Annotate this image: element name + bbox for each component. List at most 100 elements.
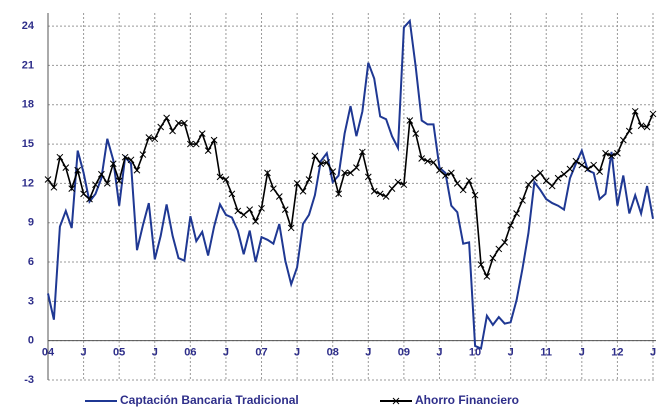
marker: [139, 151, 147, 158]
x-tick-label: 08: [327, 347, 339, 359]
marker: [293, 180, 301, 187]
marker: [228, 190, 236, 198]
marker: [572, 157, 580, 165]
marker: [531, 174, 538, 182]
y-tick-label: 12: [22, 177, 34, 189]
marker: [115, 177, 123, 185]
legend-marker: [392, 397, 400, 405]
marker: [483, 273, 491, 280]
marker: [400, 181, 408, 189]
marker: [270, 185, 277, 192]
x-tick-label: J: [81, 347, 87, 359]
marker: [186, 140, 194, 148]
marker: [329, 168, 337, 175]
marker: [459, 186, 467, 194]
marker: [590, 161, 598, 169]
x-tick-label: 12: [611, 347, 623, 359]
marker: [323, 159, 331, 166]
marker: [98, 170, 105, 178]
marker: [412, 130, 420, 137]
marker: [548, 182, 556, 190]
series-line: [47, 108, 654, 279]
y-tick-label: 15: [22, 138, 34, 150]
y-tick-label: 21: [22, 59, 34, 71]
marker: [418, 155, 426, 162]
marker: [80, 190, 87, 198]
marker: [388, 185, 396, 192]
marker: [341, 169, 348, 177]
marker: [430, 159, 437, 166]
marker: [169, 127, 176, 135]
marker: [252, 218, 259, 225]
marker: [151, 135, 159, 143]
x-tick-label: J: [365, 347, 371, 359]
marker: [489, 254, 497, 262]
x-tick-label: J: [650, 347, 656, 359]
marker: [145, 134, 153, 141]
marker: [608, 152, 615, 160]
marker: [86, 195, 93, 203]
marker: [453, 180, 461, 187]
marker: [222, 176, 230, 183]
marker: [536, 169, 544, 177]
marker: [56, 153, 64, 161]
marker: [103, 180, 111, 187]
marker: [649, 110, 657, 118]
marker: [109, 160, 117, 168]
marker: [163, 114, 170, 122]
legend-label: Captación Bancaria Tradicional: [120, 393, 299, 407]
marker: [637, 122, 645, 130]
marker: [264, 169, 271, 177]
y-tick-label: 18: [22, 99, 34, 111]
marker: [566, 165, 574, 173]
x-tick-label: 11: [540, 347, 552, 359]
x-tick-label: 09: [398, 347, 410, 359]
marker: [394, 178, 402, 186]
marker: [317, 160, 325, 168]
marker: [311, 152, 319, 160]
marker: [50, 183, 58, 191]
marker: [68, 185, 76, 192]
y-tick-label: 0: [28, 335, 34, 347]
marker: [501, 239, 509, 246]
x-tick-label: J: [508, 347, 514, 359]
marker: [424, 157, 431, 165]
marker: [406, 117, 414, 124]
x-tick-label: 06: [184, 347, 196, 359]
marker: [554, 174, 562, 182]
marker: [625, 127, 633, 135]
marker: [495, 245, 503, 253]
x-tick-label: J: [294, 347, 300, 359]
marker: [631, 107, 639, 115]
marker: [62, 164, 70, 172]
marker: [477, 261, 485, 269]
marker: [619, 136, 627, 144]
marker: [471, 191, 479, 199]
marker: [92, 181, 99, 189]
marker: [216, 173, 224, 181]
y-tick-label: 9: [28, 217, 34, 229]
marker: [584, 165, 592, 173]
marker: [74, 166, 82, 174]
marker: [370, 187, 378, 195]
marker: [127, 156, 135, 164]
marker: [44, 176, 52, 183]
marker: [181, 119, 188, 127]
y-tick-label: 3: [28, 295, 34, 307]
marker: [210, 136, 218, 144]
marker: [507, 221, 515, 229]
marker: [442, 172, 449, 179]
marker: [258, 204, 265, 212]
y-tick-label: 24: [22, 20, 35, 32]
marker: [602, 149, 609, 157]
marker: [192, 140, 200, 148]
y-tick-label: -3: [24, 374, 34, 386]
marker: [198, 130, 206, 137]
marker: [353, 164, 360, 172]
marker: [347, 169, 354, 177]
marker: [578, 161, 586, 169]
marker: [299, 187, 307, 195]
legend-label: Ahorro Financiero: [415, 393, 519, 407]
marker: [305, 176, 313, 183]
